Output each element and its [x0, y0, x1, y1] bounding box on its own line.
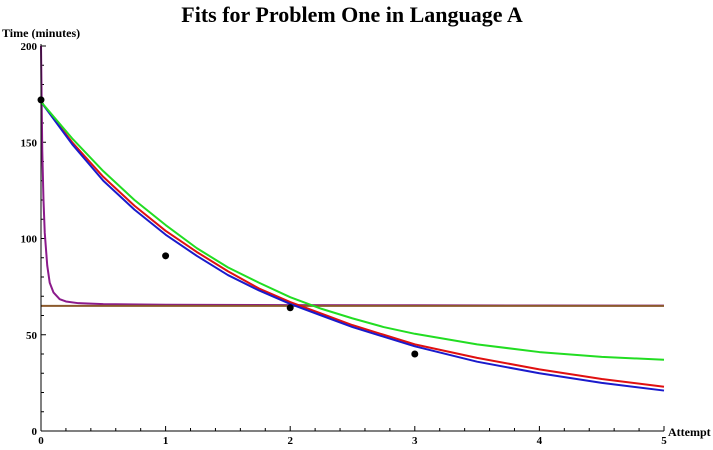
- x-tick-label: 0: [38, 435, 44, 447]
- y-tick-label: 0: [32, 426, 38, 438]
- fit-curves: [40, 45, 665, 392]
- y-tick-label: 150: [21, 137, 38, 149]
- fit-curve: [40, 101, 665, 361]
- x-tick-label: 3: [412, 435, 418, 447]
- x-tick-label: 5: [661, 435, 667, 447]
- data-point: [411, 350, 419, 358]
- fit-curve: [40, 45, 665, 307]
- y-tick-label: 50: [26, 330, 38, 342]
- x-tick-label: 2: [287, 435, 293, 447]
- chart-title: Fits for Problem One in Language A: [181, 2, 523, 27]
- data-point: [162, 252, 170, 260]
- x-tick-label: 1: [163, 435, 169, 447]
- data-point: [286, 304, 294, 312]
- x-tick-label: 4: [537, 435, 543, 447]
- data-points: [37, 96, 419, 358]
- fit-curve: [40, 101, 665, 392]
- fit-curve: [40, 101, 665, 388]
- y-axis-label: Time (minutes): [2, 26, 80, 40]
- y-tick-label: 200: [21, 41, 38, 53]
- y-tick-label: 100: [21, 234, 38, 246]
- x-axis-label: Attempt: [668, 425, 711, 439]
